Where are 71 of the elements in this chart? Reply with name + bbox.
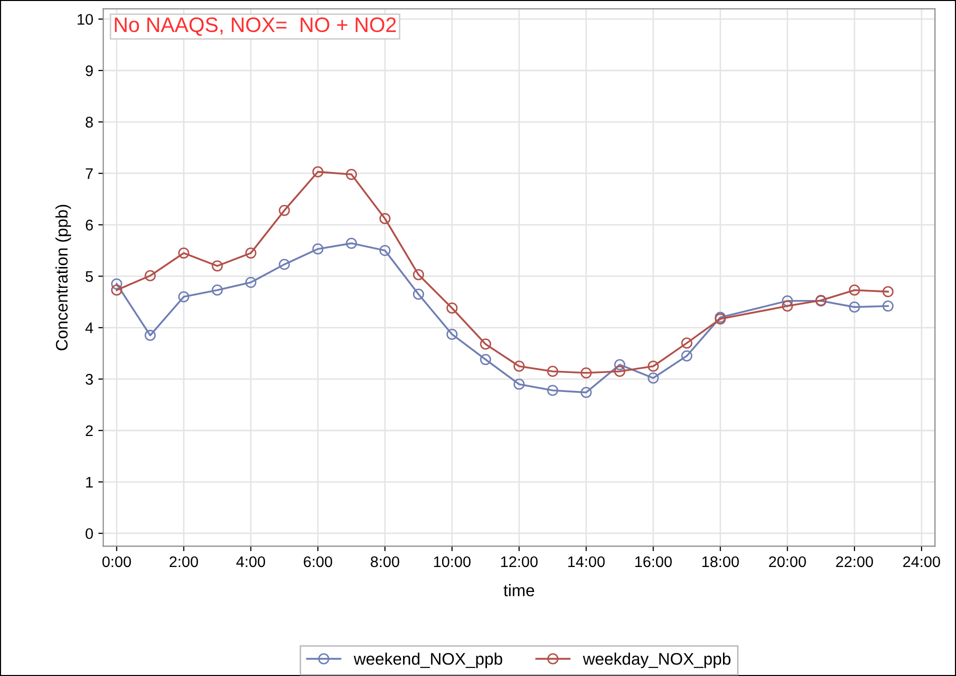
point (178, 248, 190, 259)
point (782, 295, 793, 306)
y-tick-label: 5 (86, 271, 93, 282)
x-tick-label: 24:00 (903, 556, 940, 568)
x-tick-label: 18:00 (702, 556, 739, 568)
point (346, 168, 357, 180)
point (446, 302, 458, 314)
point (446, 328, 458, 340)
point (681, 350, 692, 362)
point (111, 284, 122, 296)
point (111, 278, 122, 290)
point (412, 288, 424, 300)
x-tick-label: 14:00 (568, 556, 605, 568)
x-tick-label: 6:00 (304, 556, 332, 568)
legend-label: weekday_NOX_ppb (582, 652, 730, 668)
y-tick-label: 9 (86, 65, 93, 76)
point (648, 360, 659, 372)
x-tick-label: 12:00 (501, 556, 538, 568)
y-tick-label: 6 (86, 220, 93, 230)
y-axis-title: Concentration (ppb) (55, 204, 71, 350)
y-tick-label: 8 (86, 116, 93, 128)
annotation: No NAAQS, NOX= NO + NO2 (114, 17, 396, 36)
x-tick-label: 2:00 (170, 556, 198, 568)
point (212, 284, 223, 296)
x-tick-label: 16:00 (635, 556, 672, 568)
point (580, 386, 592, 398)
x-tick-label: 20:00 (769, 556, 806, 568)
point (614, 359, 626, 370)
point (580, 367, 592, 378)
point (882, 300, 894, 312)
point (480, 354, 492, 366)
point (547, 366, 558, 377)
point (245, 276, 256, 288)
point (278, 258, 290, 270)
point (648, 372, 659, 384)
point (412, 269, 424, 280)
point (312, 243, 324, 255)
x-tick-label: 8:00 (370, 556, 400, 568)
point (278, 204, 290, 216)
y-tick-label: 3 (86, 374, 93, 385)
point (848, 302, 860, 313)
point (379, 244, 391, 256)
point (144, 270, 156, 282)
point (480, 338, 492, 350)
point (614, 366, 626, 377)
x-tick-label: 4:00 (236, 556, 266, 568)
point (144, 330, 156, 341)
point (882, 286, 894, 298)
point (245, 248, 256, 259)
point (346, 238, 357, 249)
point (212, 260, 223, 272)
point (547, 384, 558, 396)
legend-label: weekend_NOX_ppb (354, 652, 502, 668)
point (782, 300, 793, 312)
y-tick-label: 7 (86, 168, 93, 179)
x-tick-label: 22:00 (836, 556, 873, 568)
y-tick-label: 4 (85, 322, 94, 334)
y-tick-label: 1 (86, 476, 93, 488)
x-tick-label: 10:00 (434, 556, 471, 568)
point (514, 360, 525, 372)
y-tick-label: 0 (86, 528, 93, 540)
point (379, 213, 391, 224)
point (312, 166, 324, 178)
point (514, 378, 525, 390)
point (681, 338, 692, 349)
x-tick-label: 0:00 (102, 556, 131, 568)
y-tick-label: 2 (86, 425, 93, 436)
point (848, 284, 860, 296)
x-axis-title: time (504, 584, 534, 596)
y-tick-label: 10 (78, 14, 93, 25)
point (178, 291, 190, 302)
